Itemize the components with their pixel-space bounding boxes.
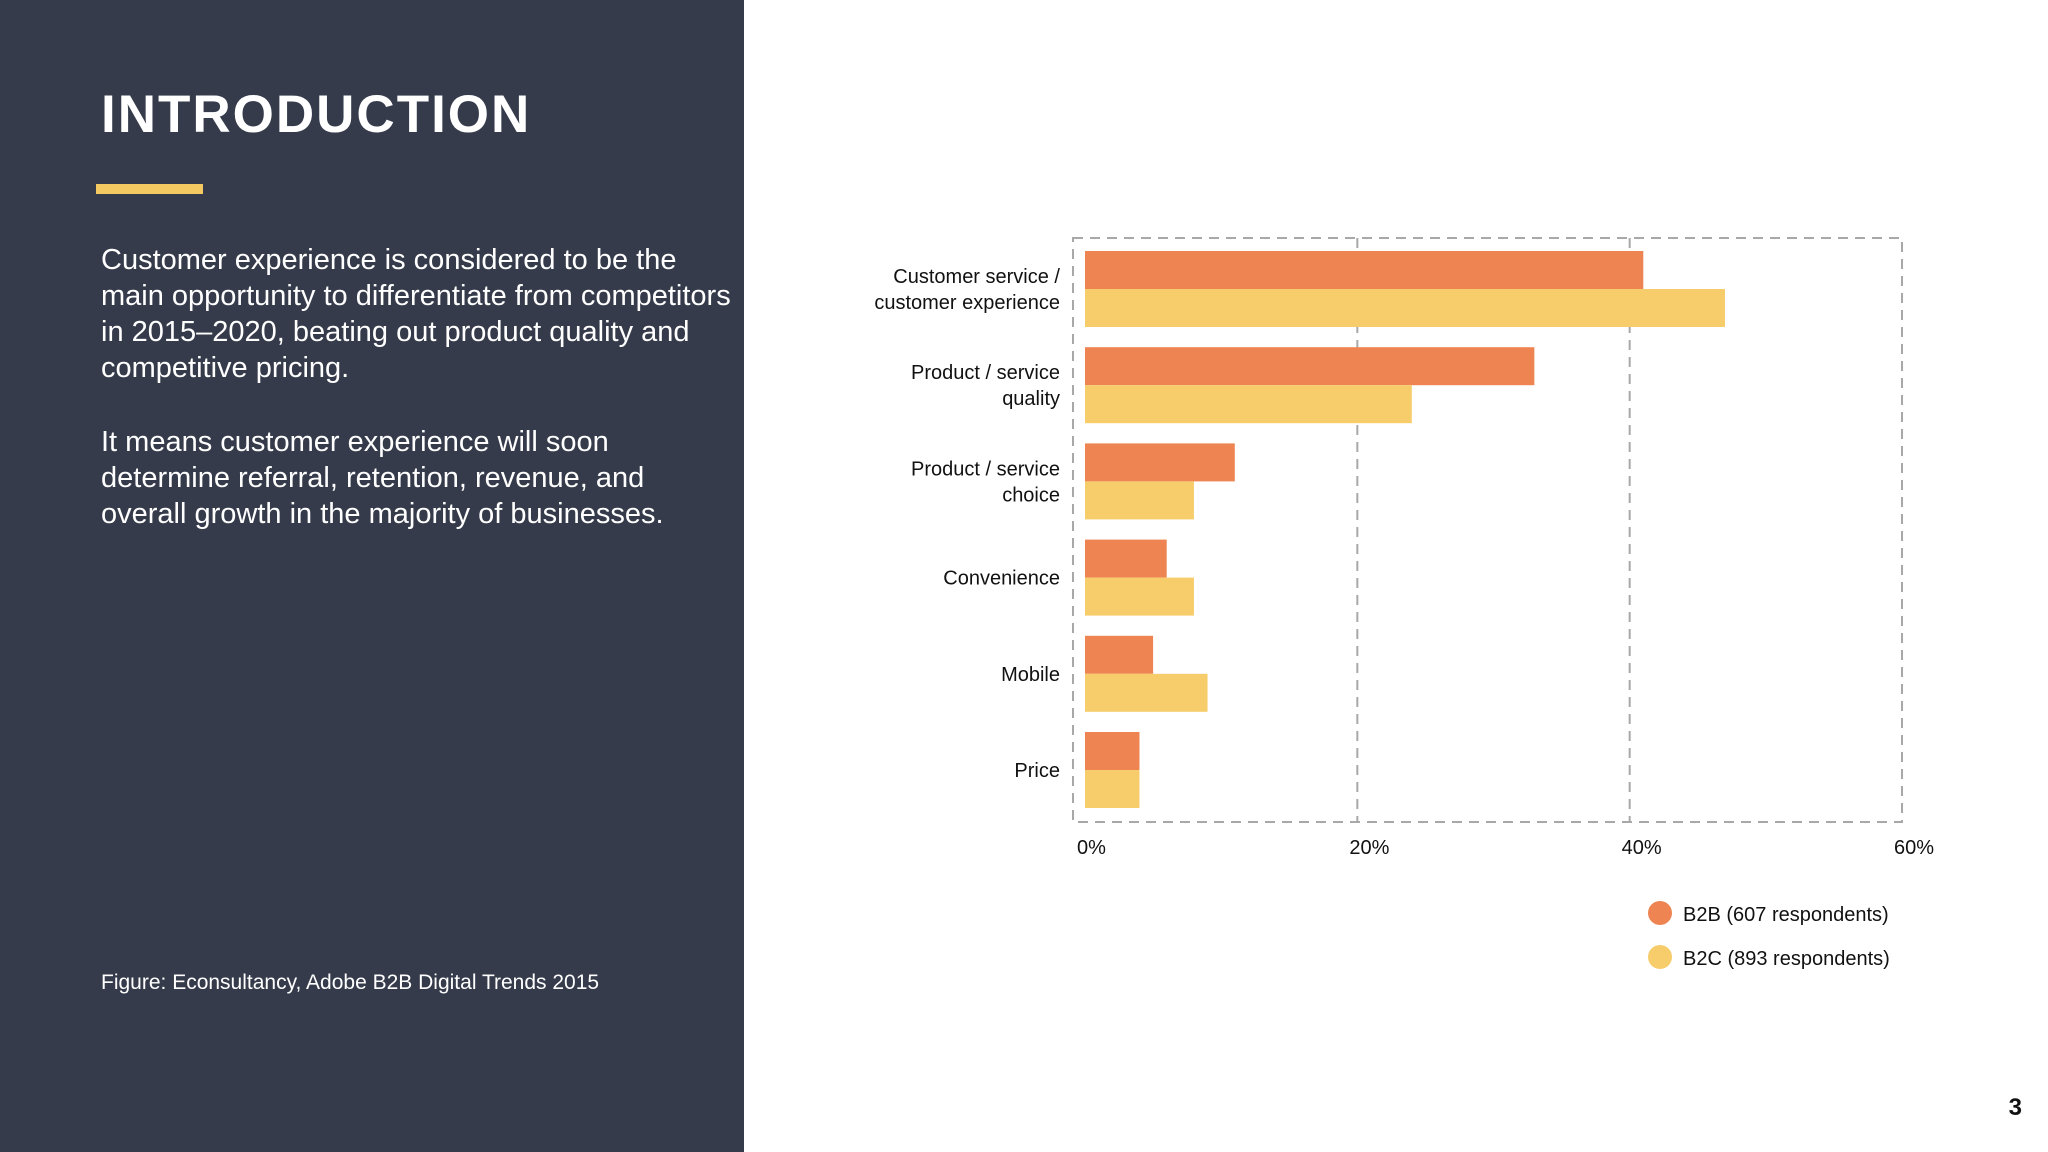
category-label-0-line-0: Customer service / [893,266,1060,288]
category-label-3: Convenience [943,568,1060,590]
bar-b2c-4 [1085,673,1208,712]
category-label-2-line-1: choice [1002,484,1060,506]
bar-b2b-4 [1085,635,1154,674]
bar-b2b-0 [1085,251,1644,289]
bar-b2b-5 [1085,732,1140,770]
category-label-2-line-0: Product / service [911,458,1060,480]
slide-title: INTRODUCTION [101,85,532,144]
category-label-1-line-1: quality [1002,388,1060,410]
bar-chart: Customer service / customer experience Pro… [744,0,2048,1152]
category-label-4: Mobile [1001,664,1060,686]
bar-b2c-2 [1085,481,1194,520]
legend-marker-b2b [1648,901,1672,925]
x-tick-label-0: 0% [1077,837,1106,859]
bar-b2c-3 [1085,577,1194,616]
chart-canvas: Customer service / customer experience Pro… [874,237,1934,970]
legend-label-b2b: B2B (607 respondents) [1683,904,1889,926]
plot-frame [1072,237,1903,823]
bar-b2b-2 [1085,443,1235,482]
legend-label-b2c: B2C (893 respondents) [1683,948,1890,970]
x-tick-label-1: 20% [1349,837,1389,859]
bar-b2b-3 [1085,539,1167,578]
title-accent-bar [96,184,203,194]
bar-b2c-1 [1085,385,1412,424]
category-label-0-line-1: customer experience [874,292,1060,314]
figure-source: Figure: Econsultancy, Adobe B2B Digital … [101,971,600,994]
category-label-1-line-0: Product / service [911,362,1060,384]
left-panel: INTRODUCTION Customer experience is cons… [0,0,744,1152]
bar-b2c-0 [1085,289,1725,327]
x-tick-label-3: 60% [1894,837,1934,859]
bar-b2c-5 [1085,770,1140,808]
x-tick-label-2: 40% [1622,837,1662,859]
bar-b2b-1 [1085,347,1535,386]
legend-marker-b2c [1648,945,1672,969]
page-number: 3 [2008,1094,2022,1121]
category-label-5: Price [1014,760,1060,782]
intro-paragraph-2: It means customer experience will soon d… [101,426,664,530]
intro-paragraph-1: Customer experience is considered to be … [101,244,731,384]
